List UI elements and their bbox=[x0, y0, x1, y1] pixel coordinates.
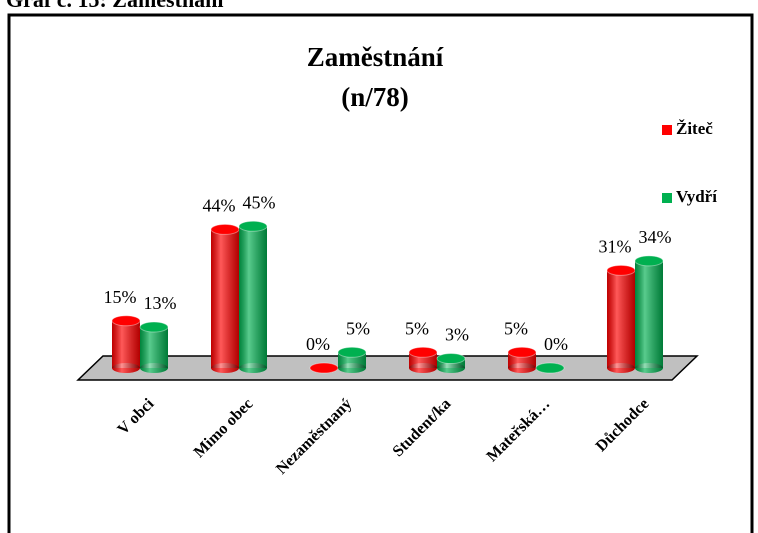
bar bbox=[634, 255, 664, 373]
legend-label: Vydří bbox=[676, 187, 717, 206]
value-label: 5% bbox=[346, 318, 370, 338]
bar-top bbox=[111, 315, 141, 327]
bar bbox=[535, 362, 565, 374]
bar-bottom-shade bbox=[508, 363, 536, 373]
bar-top bbox=[634, 255, 664, 267]
bar-bottom-shade bbox=[437, 363, 465, 373]
value-label: 5% bbox=[405, 318, 429, 338]
floor bbox=[76, 355, 699, 381]
bar-bottom-shade bbox=[409, 363, 437, 373]
bar-top bbox=[606, 264, 636, 276]
bar-shade bbox=[607, 270, 635, 368]
x-tick-label: Důchodce bbox=[593, 395, 653, 455]
bar-top bbox=[507, 346, 537, 358]
bar-shade bbox=[140, 327, 168, 368]
bar-top bbox=[309, 362, 339, 374]
bar-shade bbox=[211, 229, 239, 368]
x-tick-label: Student/ka bbox=[390, 395, 455, 460]
bar-top bbox=[408, 346, 438, 358]
legend-swatch bbox=[662, 193, 672, 203]
legend-swatch bbox=[662, 125, 672, 135]
bar bbox=[210, 223, 240, 373]
value-label: 0% bbox=[306, 334, 330, 354]
legend-label: Žiteč bbox=[676, 119, 713, 138]
value-label: 44% bbox=[203, 196, 236, 216]
x-tick-label: Mimo obec bbox=[191, 395, 257, 461]
chart-subtitle: (n/78) bbox=[341, 82, 409, 112]
bar bbox=[337, 346, 367, 373]
value-label: 13% bbox=[144, 293, 177, 313]
bar-bottom-shade bbox=[635, 363, 663, 373]
value-label: 45% bbox=[243, 192, 276, 212]
value-label: 5% bbox=[504, 318, 528, 338]
bar bbox=[139, 321, 169, 373]
bar bbox=[606, 264, 636, 373]
x-tick-label: V obci bbox=[114, 395, 157, 438]
bar-shade bbox=[635, 260, 663, 368]
bar bbox=[507, 346, 537, 373]
bar-top bbox=[238, 220, 268, 232]
bar-top bbox=[535, 362, 565, 374]
value-label: 31% bbox=[599, 236, 632, 256]
bar-bottom-shade bbox=[239, 363, 267, 373]
bar bbox=[309, 362, 339, 374]
value-label: 34% bbox=[639, 227, 672, 247]
value-label: 3% bbox=[445, 325, 469, 345]
bar-bottom-shade bbox=[607, 363, 635, 373]
bar bbox=[436, 353, 466, 373]
bar-top bbox=[139, 321, 169, 333]
caption: Graf č. 15: Zaměstnání bbox=[6, 0, 224, 12]
x-tick-label: Nezaměstnaný bbox=[273, 395, 355, 477]
bar-shade bbox=[239, 226, 267, 368]
bar bbox=[408, 346, 438, 373]
bar-bottom-shade bbox=[140, 363, 168, 373]
frame bbox=[7, 13, 754, 533]
bar-bottom-shade bbox=[211, 363, 239, 373]
bar-top bbox=[337, 346, 367, 358]
x-tick-label: Mateřská… bbox=[484, 395, 554, 465]
bar bbox=[238, 220, 268, 373]
bar-top bbox=[436, 353, 466, 365]
bar-top bbox=[210, 223, 240, 235]
bar bbox=[111, 315, 141, 373]
chart-title: Zaměstnání bbox=[307, 42, 444, 72]
value-label: 15% bbox=[104, 287, 137, 307]
bar-shade bbox=[112, 320, 140, 368]
bar-bottom-shade bbox=[112, 363, 140, 373]
value-label: 0% bbox=[544, 334, 568, 354]
bar-bottom-shade bbox=[338, 363, 366, 373]
